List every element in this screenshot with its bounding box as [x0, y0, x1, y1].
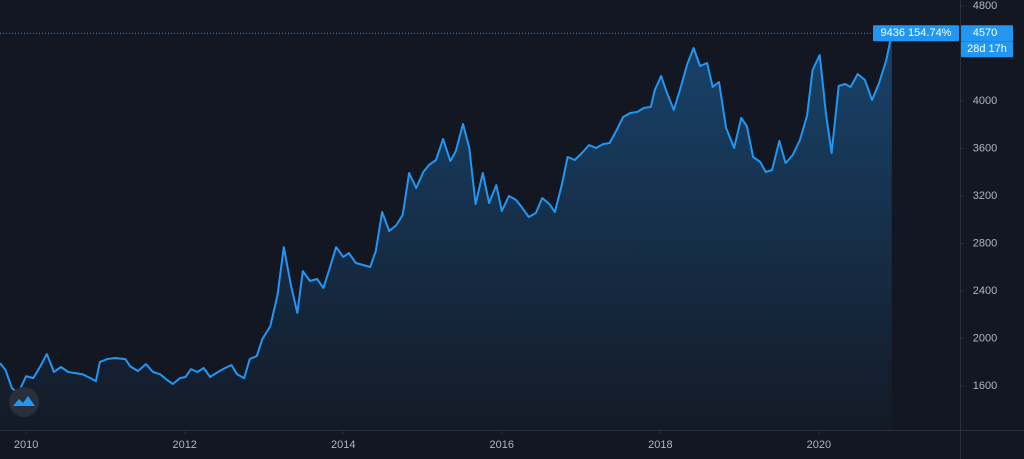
- line: [0, 33, 893, 395]
- y-tick-label: 1600: [973, 380, 997, 392]
- area: [0, 33, 892, 431]
- price-tag-label: 4570: [973, 27, 997, 39]
- annotation-box: [873, 25, 959, 42]
- x-tick-label: 2020: [807, 439, 831, 451]
- countdown-box: [961, 41, 1013, 58]
- y-tick-label: 2000: [973, 332, 997, 344]
- y-tick-label: 2400: [973, 285, 997, 297]
- y-tick-label: 4800: [973, 0, 997, 12]
- x-tick-label: 2010: [14, 439, 38, 451]
- countdown-label: 28d 17h: [967, 43, 1007, 55]
- y-tick-label: 4000: [973, 95, 997, 107]
- x-tick-label: 2018: [648, 439, 672, 451]
- price-tag: [961, 25, 1013, 42]
- x-tick-label: 2012: [172, 439, 196, 451]
- y-tick-label: 3600: [973, 142, 997, 154]
- x-tick-label: 2014: [331, 439, 355, 451]
- y-tick-label: 3200: [973, 190, 997, 202]
- logo[interactable]: [9, 387, 39, 417]
- logo-mark[interactable]: [13, 396, 35, 406]
- x-tick-label: 2016: [490, 439, 514, 451]
- annotation: 9436 154.74%: [881, 27, 952, 39]
- y-tick-label: 2800: [973, 237, 997, 249]
